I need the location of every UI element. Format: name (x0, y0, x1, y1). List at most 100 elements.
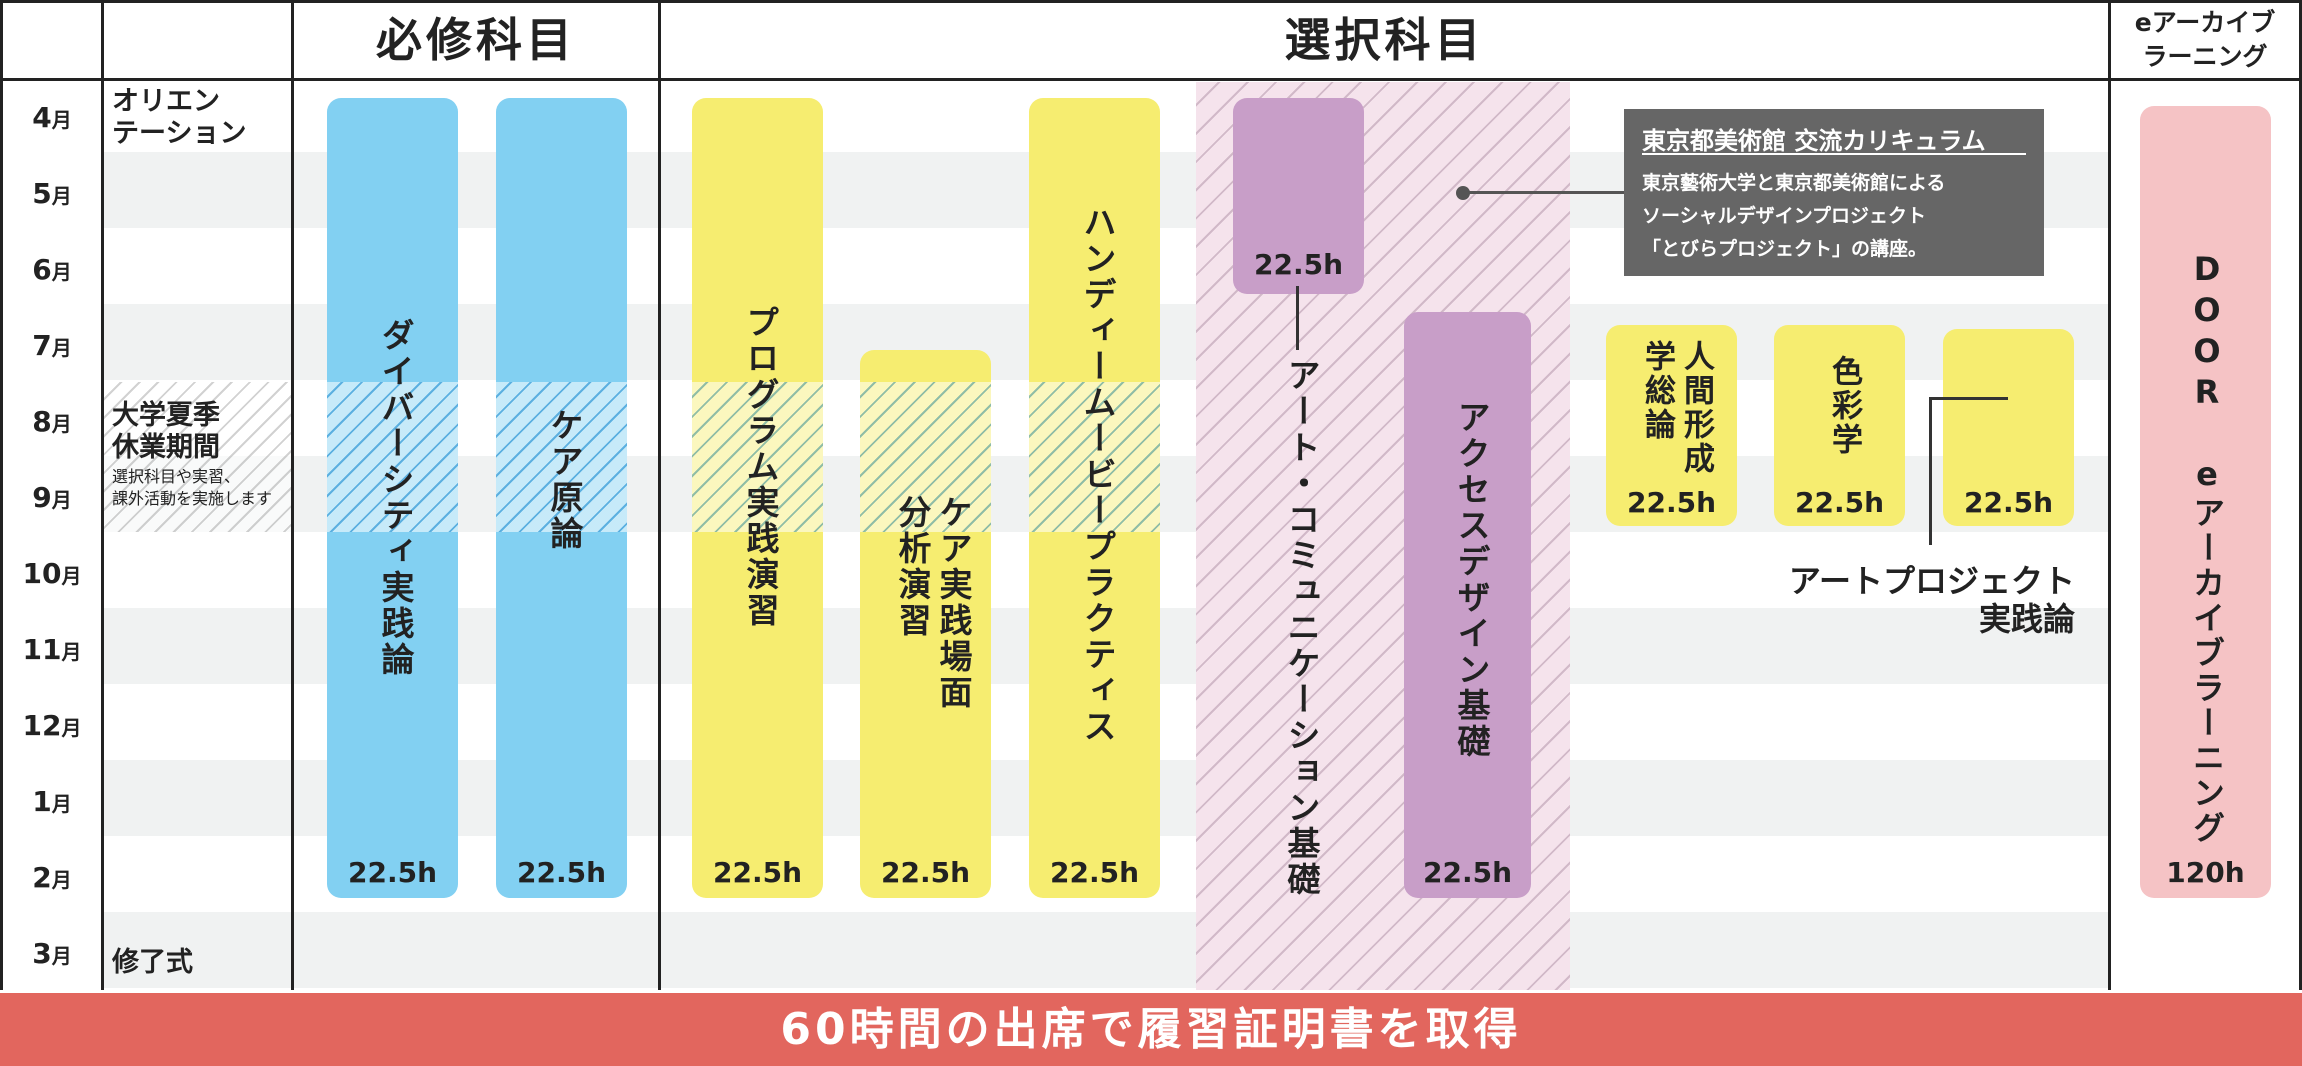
month-number: 12 (22, 709, 62, 742)
callout-dot (1456, 186, 1470, 200)
course-color-hours: 22.5h (1794, 486, 1885, 519)
header-elearning-line2: ラーニング (2142, 42, 2268, 71)
month-number: 4 (32, 101, 52, 134)
summer-hatch (1029, 382, 1160, 532)
art-project-name-line2: 実践論 (1978, 600, 2075, 638)
course-door-name: DOOR eアーカイブラーニング (2188, 250, 2226, 846)
month-label: 11月 (0, 612, 104, 690)
header-elective: 選択科目 (1284, 13, 1485, 67)
callout-line3: 「とびらプロジェクト」の講座。 (1642, 238, 1928, 260)
month-number: 6 (32, 253, 52, 286)
course-care-analysis-name-line2: 分析演習 (893, 495, 932, 639)
connector-line (1296, 286, 1299, 350)
course-care-analysis-name-line1: ケア実践場面 (934, 495, 973, 711)
header-elearning-line1: eアーカイブ (2134, 8, 2276, 37)
course-human-name-line1: 人間形成 (1678, 340, 1714, 476)
course-door-hours: 120h (2166, 856, 2245, 889)
museum-callout: 東京都美術館 交流カリキュラム 東京藝術大学と東京都美術館による ソーシャルデザ… (1624, 109, 2044, 276)
course-care-analysis-hours: 22.5h (880, 856, 971, 889)
month-suffix: 月 (61, 716, 82, 740)
course-art-comm-name: アート・コミュニケーション基礎 (1282, 358, 1321, 898)
grid-line (101, 0, 104, 990)
summer-line2: 休業期間 (112, 432, 220, 463)
course-door-bar (2140, 106, 2271, 898)
header-required: 必修科目 (376, 13, 576, 67)
course-program-hours: 22.5h (712, 856, 803, 889)
course-color-bar (1774, 325, 1905, 526)
month-number: 5 (32, 177, 52, 210)
month-label: 4月 (0, 80, 104, 158)
art-project-connector-v (1929, 397, 1932, 545)
callout-body: 東京藝術大学と東京都美術館による ソーシャルデザインプロジェクト 「とびらプロジ… (1642, 167, 1945, 266)
course-diversity-hours: 22.5h (347, 856, 438, 889)
course-diversity-name: ダイバーシティ実践論 (376, 318, 415, 678)
certificate-banner: 60時間の出席で履習証明書を取得 (0, 993, 2302, 1066)
month-label: 2月 (0, 840, 104, 918)
summer-hatch (327, 382, 458, 532)
month-label: 5月 (0, 156, 104, 234)
art-project-name-line1: アートプロジェクト (1788, 562, 2075, 600)
course-access-hours: 22.5h (1422, 856, 1513, 889)
month-suffix: 月 (51, 336, 72, 360)
course-art-comm-bar (1233, 98, 1364, 294)
month-number: 1 (32, 785, 52, 818)
summer-hatch (860, 382, 991, 532)
course-art-project-hours: 22.5h (1963, 486, 2054, 519)
event-summer-break: 大学夏季 休業期間 選択科目や実習、 課外活動を実施します (112, 400, 272, 510)
month-label: 1月 (0, 764, 104, 842)
course-program-name: プログラム実践演習 (741, 305, 780, 629)
orientation-line2: テーション (112, 118, 247, 149)
course-human-hours: 22.5h (1626, 486, 1717, 519)
header-elearning: eアーカイブ ラーニング (2111, 0, 2299, 86)
header-divider (0, 78, 2302, 81)
row-stripe (104, 912, 2110, 988)
course-access-name: アクセスデザイン基礎 (1452, 400, 1491, 760)
month-label: 10月 (0, 536, 104, 614)
event-orientation: オリエン テーション (112, 86, 246, 150)
grid-line (0, 0, 3, 990)
callout-title: 東京都美術館 交流カリキュラム (1642, 127, 1986, 155)
month-suffix: 月 (51, 260, 72, 284)
course-art-comm-hours: 22.5h (1253, 248, 1344, 281)
course-handy-name: ハンディームービープラクティス (1078, 205, 1117, 745)
month-label: 12月 (0, 688, 104, 766)
course-color-name: 色彩学 (1826, 355, 1862, 457)
callout-divider (1642, 153, 2026, 155)
callout-line1: 東京藝術大学と東京都美術館による (1642, 172, 1946, 194)
month-number: 9 (32, 481, 52, 514)
summer-line1: 大学夏季 (112, 400, 220, 431)
month-suffix: 月 (51, 944, 72, 968)
month-label: 9月 (0, 460, 104, 538)
course-care-theory-name: ケア原論 (545, 408, 584, 552)
summer-note-line1: 選択科目や実習、 (112, 467, 241, 486)
grid-line (2299, 0, 2302, 990)
month-number: 2 (32, 861, 52, 894)
month-label: 3月 (0, 916, 104, 994)
callout-connector (1460, 191, 1624, 194)
month-label: 8月 (0, 384, 104, 462)
month-suffix: 月 (61, 564, 82, 588)
month-number: 10 (22, 557, 62, 590)
grid-line (0, 0, 2302, 3)
summer-hatch (496, 382, 627, 532)
art-project-connector-h (1929, 397, 2008, 400)
course-art-project-bar (1943, 329, 2074, 526)
course-human-bar (1606, 325, 1737, 526)
event-graduation: 修了式 (112, 947, 193, 978)
month-suffix: 月 (51, 488, 72, 512)
month-label: 7月 (0, 308, 104, 386)
month-suffix: 月 (51, 412, 72, 436)
summer-hatch (692, 382, 823, 532)
month-suffix: 月 (51, 108, 72, 132)
summer-note-line2: 課外活動を実施します (112, 489, 273, 508)
course-handy-hours: 22.5h (1049, 856, 1140, 889)
month-number: 7 (32, 329, 52, 362)
grid-line (2108, 0, 2111, 990)
month-number: 3 (32, 937, 52, 970)
month-suffix: 月 (61, 640, 82, 664)
course-art-project-name: アートプロジェクト 実践論 (1760, 562, 2075, 638)
summer-break-hatch (104, 382, 291, 532)
month-suffix: 月 (51, 184, 72, 208)
grid-line (658, 0, 661, 990)
grid-line (291, 0, 294, 990)
